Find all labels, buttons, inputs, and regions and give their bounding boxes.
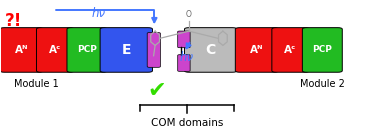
- FancyBboxPatch shape: [302, 28, 342, 72]
- FancyBboxPatch shape: [178, 31, 190, 48]
- Text: hν: hν: [180, 51, 194, 64]
- FancyBboxPatch shape: [0, 28, 43, 72]
- Text: PCP: PCP: [312, 45, 332, 54]
- FancyBboxPatch shape: [67, 28, 107, 72]
- FancyBboxPatch shape: [147, 33, 160, 67]
- Text: Module 1: Module 1: [14, 79, 59, 89]
- Text: COM domains: COM domains: [151, 118, 223, 128]
- FancyBboxPatch shape: [272, 28, 309, 72]
- Text: Module 2: Module 2: [300, 79, 345, 89]
- Text: Aᶜ: Aᶜ: [49, 45, 61, 55]
- FancyBboxPatch shape: [36, 28, 74, 72]
- Text: ✔: ✔: [148, 81, 166, 101]
- Text: Aᴺ: Aᴺ: [250, 45, 263, 55]
- Text: O: O: [186, 10, 192, 19]
- Text: PCP: PCP: [77, 45, 97, 54]
- Text: hν: hν: [91, 7, 106, 20]
- Text: E: E: [122, 43, 131, 57]
- FancyBboxPatch shape: [235, 28, 278, 72]
- FancyBboxPatch shape: [100, 28, 152, 72]
- FancyBboxPatch shape: [178, 55, 190, 71]
- Text: ?!: ?!: [5, 12, 23, 30]
- Text: Aᶜ: Aᶜ: [284, 45, 297, 55]
- FancyBboxPatch shape: [184, 28, 237, 72]
- Text: C: C: [206, 43, 216, 57]
- Text: Aᴺ: Aᴺ: [15, 45, 28, 55]
